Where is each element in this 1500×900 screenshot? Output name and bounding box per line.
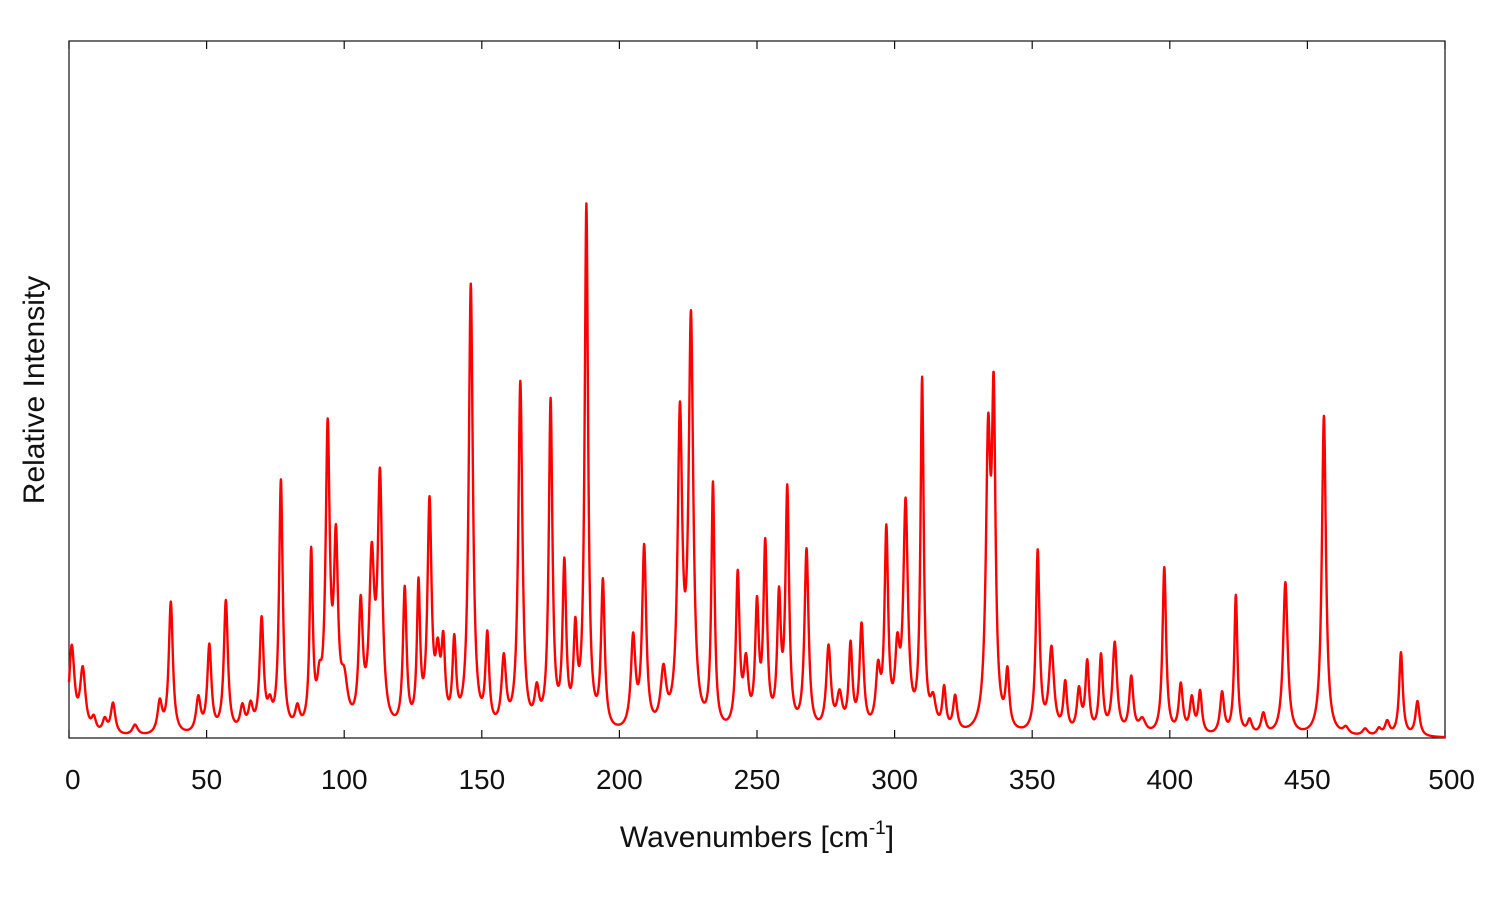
x-tick-label-200: 200 [596,764,643,795]
x-tick-label-100: 100 [321,764,368,795]
x-axis-title: Wavenumbers [cm-1] [620,818,894,854]
x-tick-label-0: 0 [65,764,81,795]
x-tick-label-150: 150 [458,764,505,795]
x-tick-label-500: 500 [1428,764,1475,795]
x-axis-title-superscript: -1 [869,818,886,839]
x-tick-label-300: 300 [871,764,918,795]
x-tick-label-450: 450 [1284,764,1331,795]
x-ticks [68,41,1446,738]
x-tick-label-50: 50 [191,764,222,795]
x-tick-label-250: 250 [734,764,781,795]
series-line-spectrum [67,202,1446,739]
x-tick-labels: 0 50 100 150 200 250 300 350 400 450 500 [65,764,1475,795]
y-axis-title: Relative Intensity [18,276,51,504]
plot-frame [68,40,1446,739]
x-axis-title-suffix: ] [886,821,894,854]
x-tick-label-400: 400 [1146,764,1193,795]
x-tick-label-350: 350 [1009,764,1056,795]
